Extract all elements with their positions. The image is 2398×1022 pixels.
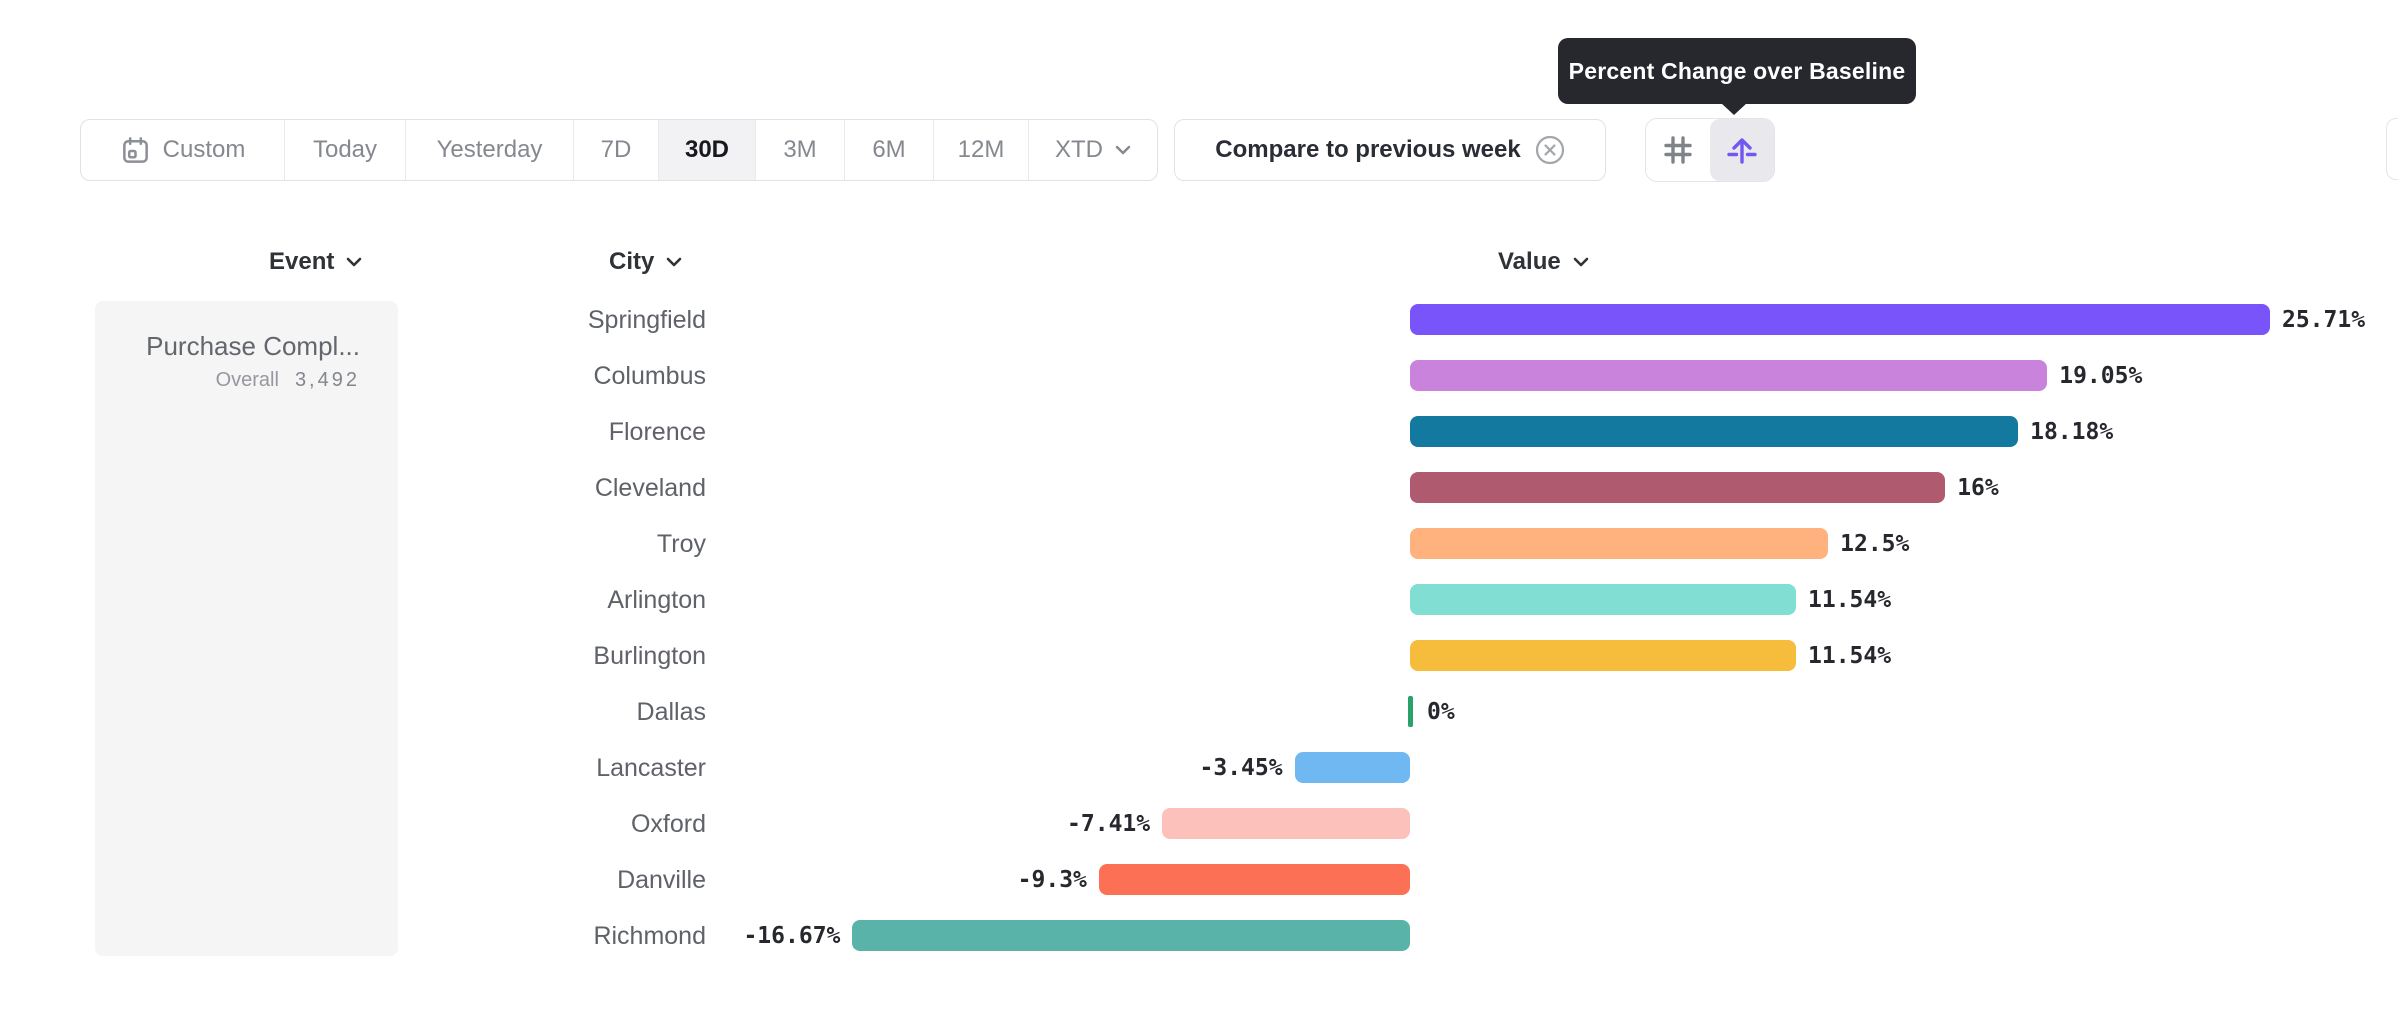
value-bar[interactable] <box>1162 808 1410 839</box>
value-bar[interactable] <box>1410 640 1796 671</box>
city-label: Troy <box>656 530 706 558</box>
value-bar[interactable] <box>1410 304 2270 335</box>
value-bar[interactable] <box>1410 360 2048 391</box>
date-range-30d[interactable]: 30D <box>659 120 756 180</box>
chart-row: Arlington 11.54% <box>0 572 2398 628</box>
date-range-label: 30D <box>684 136 730 163</box>
chevron-down-icon <box>347 257 362 267</box>
value-label: 16% <box>1957 475 1999 501</box>
calendar-icon <box>122 136 148 163</box>
date-range-label: Today <box>312 136 378 163</box>
date-range-yesterday[interactable]: Yesterday <box>406 120 574 180</box>
date-range-6m[interactable]: 6M <box>845 120 934 180</box>
tooltip-arrow <box>1721 103 1747 115</box>
value-bar[interactable] <box>1408 696 1413 727</box>
date-range-label: 6M <box>872 136 906 163</box>
value-label: 18.18% <box>2030 419 2114 445</box>
date-range-12m[interactable]: 12M <box>934 120 1029 180</box>
tooltip: Percent Change over Baseline <box>1558 38 1916 115</box>
city-label: Springfield <box>587 306 706 334</box>
value-label: 12.5% <box>1840 531 1910 557</box>
column-header-label: Event <box>269 248 335 275</box>
city-label: Cleveland <box>594 474 706 502</box>
city-label: Burlington <box>593 642 706 670</box>
chart-row: Danville -9.3% <box>0 852 2398 908</box>
value-bar[interactable] <box>1294 752 1410 783</box>
date-range-label: 7D <box>600 136 632 163</box>
chevron-down-icon <box>1573 257 1589 267</box>
chart-row: Lancaster -3.45% <box>0 740 2398 796</box>
bar-chart: Springfield 25.71% Columbus 19.05% Florence 1… <box>0 292 2398 964</box>
column-header-city[interactable]: City <box>609 246 682 278</box>
date-range-7d[interactable]: 7D <box>574 120 659 180</box>
chart-row: Troy 12.5% <box>0 516 2398 572</box>
date-range-xtd[interactable]: XTD <box>1029 120 1157 180</box>
city-label: Dallas <box>636 698 706 726</box>
city-label: Florence <box>608 418 706 446</box>
value-label: -9.3% <box>1017 867 1087 893</box>
view-toggle <box>1645 118 1775 182</box>
chart-row: Cleveland 16% <box>0 460 2398 516</box>
chart-row: Dallas 0% <box>0 684 2398 740</box>
hash-icon <box>1664 136 1692 164</box>
city-label: Danville <box>617 866 706 894</box>
value-bar[interactable] <box>1098 864 1410 895</box>
value-label: 11.54% <box>1808 643 1892 669</box>
column-header-value[interactable]: Value <box>1498 246 1589 278</box>
city-label: Richmond <box>593 922 706 950</box>
event-panel[interactable]: Purchase Compl... Overall 3,492 <box>95 301 398 956</box>
chevron-down-icon <box>1115 145 1131 155</box>
percent-change-button[interactable] <box>1710 119 1774 181</box>
absolute-numbers-button[interactable] <box>1646 119 1710 181</box>
value-bar[interactable] <box>1410 528 1829 559</box>
city-label: Lancaster <box>596 754 706 782</box>
chevron-down-icon <box>667 257 682 267</box>
tooltip-text: Percent Change over Baseline <box>1568 57 1906 84</box>
chart-row: Columbus 19.05% <box>0 348 2398 404</box>
date-range-label: 12M <box>957 136 1005 163</box>
date-range-label: XTD <box>1055 136 1103 163</box>
value-bar[interactable] <box>852 920 1410 951</box>
chart-row: Richmond -16.67% <box>0 908 2398 964</box>
date-range-label: Custom <box>162 136 246 163</box>
date-range-today[interactable]: Today <box>285 120 406 180</box>
chart-row: Florence 18.18% <box>0 404 2398 460</box>
city-label: Oxford <box>630 810 706 838</box>
remove-circle-icon[interactable] <box>1535 135 1565 165</box>
value-label: 19.05% <box>2059 363 2143 389</box>
date-range-3m[interactable]: 3M <box>756 120 845 180</box>
date-range-toolbar: Custom Today Yesterday 7D 30D 3M 6M 12M … <box>80 119 1158 181</box>
date-range-label: 3M <box>783 136 817 163</box>
column-header-label: City <box>609 248 655 275</box>
offscreen-button[interactable] <box>2386 118 2398 180</box>
value-bar[interactable] <box>1410 584 1796 615</box>
compare-label: Compare to previous week <box>1215 136 1521 163</box>
city-label: Arlington <box>607 586 706 614</box>
value-label: -3.45% <box>1199 755 1283 781</box>
chart-row: Springfield 25.71% <box>0 292 2398 348</box>
date-range-custom[interactable]: Custom <box>81 120 285 180</box>
value-bar[interactable] <box>1410 472 1946 503</box>
value-label: 11.54% <box>1808 587 1892 613</box>
value-label: -7.41% <box>1067 811 1151 837</box>
event-name: Purchase Compl... <box>146 331 360 361</box>
column-header-label: Value <box>1498 248 1561 275</box>
value-label: 25.71% <box>2281 307 2366 333</box>
date-range-label: Yesterday <box>436 136 543 163</box>
chart-row: Burlington 11.54% <box>0 628 2398 684</box>
value-bar[interactable] <box>1410 416 2019 447</box>
value-label: -16.67% <box>743 923 841 949</box>
percent-change-over-baseline-icon <box>1727 138 1757 164</box>
compare-button[interactable]: Compare to previous week <box>1174 119 1606 181</box>
overall-label: Overall <box>215 369 279 391</box>
column-header-event[interactable]: Event <box>269 246 362 278</box>
chart-row: Oxford -7.41% <box>0 796 2398 852</box>
city-label: Columbus <box>593 362 706 390</box>
overall-value: 3,492 <box>294 369 360 391</box>
value-label: 0% <box>1427 699 1455 725</box>
